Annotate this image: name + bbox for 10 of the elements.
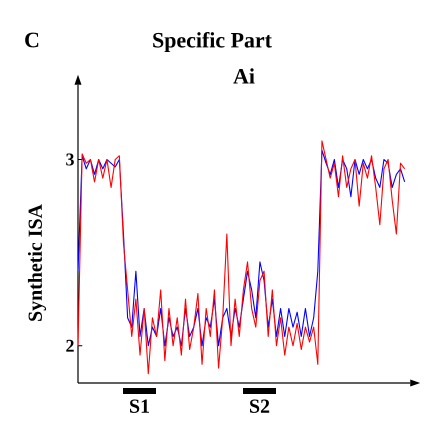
- y-tick-label: 2: [66, 340, 74, 352]
- text: S2: [250, 400, 270, 413]
- line-series: [77, 140, 406, 374]
- y-tick-label: 3: [66, 153, 74, 166]
- chart-title: Specific Part: [153, 32, 272, 52]
- text: C: [25, 32, 38, 48]
- line-series: [77, 150, 406, 346]
- chart-subtitle: Ai: [233, 68, 255, 84]
- y-axis-title: Synthetic ISA: [28, 204, 46, 321]
- text: S1: [130, 400, 149, 413]
